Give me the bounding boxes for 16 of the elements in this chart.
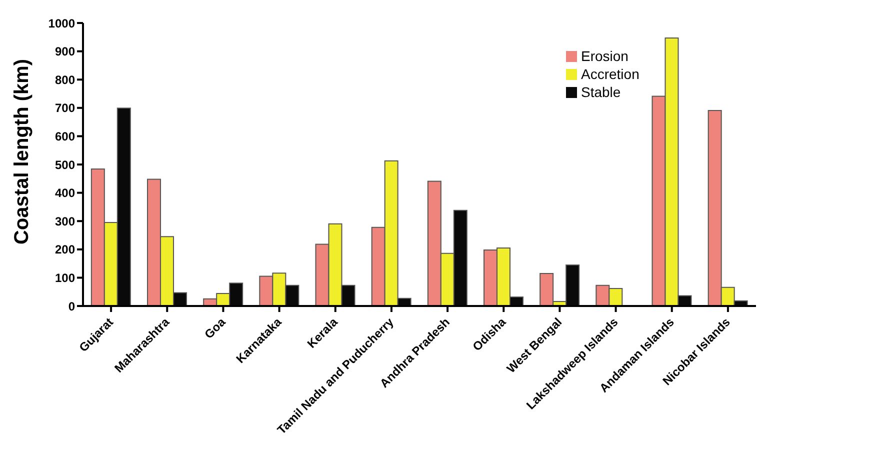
y-axis-title: Coastal length (km) <box>11 58 34 244</box>
legend-label: Accretion <box>581 66 640 82</box>
y-tick-label: 400 <box>54 186 76 200</box>
y-tick-label: 300 <box>54 214 76 228</box>
y-tick-label: 800 <box>54 72 76 87</box>
legend-label: Stable <box>581 84 621 100</box>
y-tick-label: 700 <box>54 101 76 116</box>
y-tick-label: 1000 <box>48 16 76 30</box>
y-tick-label: 200 <box>54 242 76 257</box>
y-tick-label: 600 <box>54 129 76 144</box>
y-tick-label: 900 <box>54 44 76 59</box>
legend-label: Erosion <box>581 48 628 64</box>
x-tick-label: Goa <box>202 314 228 342</box>
y-tick-label: 100 <box>54 270 76 285</box>
y-tick-label: 0 <box>68 299 76 314</box>
y-tick-label: 500 <box>54 158 76 172</box>
